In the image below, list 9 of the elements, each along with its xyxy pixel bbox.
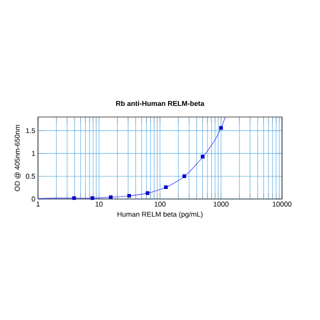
point (164, 185, 168, 189)
point (72, 196, 76, 200)
point (90, 196, 94, 200)
point (219, 126, 223, 130)
point (182, 174, 186, 178)
point (127, 194, 132, 198)
point (200, 154, 204, 158)
point (146, 191, 150, 195)
point (108, 195, 113, 199)
